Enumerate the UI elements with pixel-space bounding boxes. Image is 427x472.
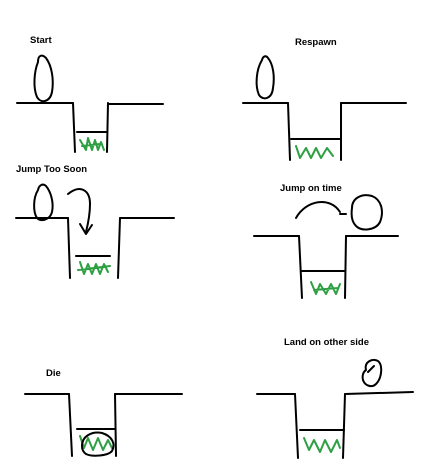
character-oval	[361, 359, 383, 388]
panel-land-other-side: Land on other side	[256, 337, 414, 459]
panel-title-jump-on-time: Jump on time	[280, 183, 342, 194]
pit-walls	[67, 217, 121, 279]
character-oval	[33, 183, 54, 221]
panel-title-start: Start	[30, 35, 52, 46]
jump-arc	[295, 201, 341, 219]
panel-respawn: Respawn	[242, 37, 407, 161]
panel-title-die: Die	[46, 368, 61, 379]
grass-scribble	[303, 437, 341, 453]
panel-jump-too-soon: Jump Too Soon	[15, 164, 175, 279]
pit-walls	[298, 235, 347, 299]
fallen-character-oval	[81, 431, 115, 457]
jump-arrowhead	[79, 223, 93, 235]
character-oval	[33, 54, 54, 103]
grass-scribble	[79, 137, 105, 151]
pit-walls	[68, 393, 117, 457]
pit-walls	[72, 102, 109, 153]
panel-title-jump-too-soon: Jump Too Soon	[16, 164, 87, 175]
panel-title-respawn: Respawn	[295, 37, 337, 48]
character-oval	[350, 194, 383, 231]
grass-scribble	[310, 281, 341, 295]
panel-start: Start	[16, 35, 164, 153]
pit-walls	[287, 102, 342, 161]
panel-die: Die	[24, 368, 183, 457]
pit-walls	[294, 393, 346, 459]
panel-jump-on-time: Jump on time	[253, 183, 399, 299]
ground-right	[344, 391, 414, 395]
jump-arrow	[67, 188, 91, 233]
character-oval	[255, 55, 275, 100]
panel-title-land-other-side: Land on other side	[284, 337, 369, 348]
grass-scribble	[295, 145, 334, 159]
grass-scribble	[77, 261, 111, 275]
grass-scribble	[79, 435, 113, 451]
